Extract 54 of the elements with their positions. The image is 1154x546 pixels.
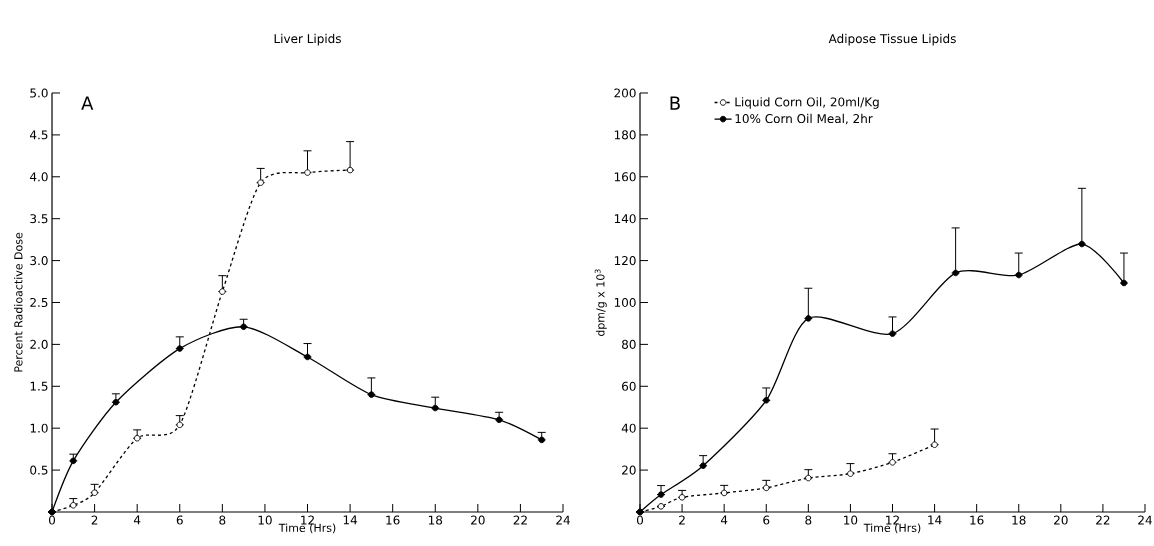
x-tick-label: 16	[386, 515, 400, 525]
legend-label: 10% Corn Oil Meal, 2hr	[735, 113, 873, 125]
x-tick-label: 4	[133, 515, 141, 525]
annotation: A	[81, 96, 94, 110]
x-tick-label: 4	[720, 515, 728, 525]
annotation: B	[670, 96, 680, 110]
x-tick-label: 20	[1054, 515, 1068, 525]
y-tick-label: 160	[614, 172, 636, 182]
x-tick-label: 12	[886, 515, 899, 525]
y-axis-title: Percent Radioactive Dose	[14, 232, 23, 372]
y-tick-label: 3.5	[30, 214, 48, 224]
x-tick-label: 24	[556, 515, 570, 525]
x-tick-label: 18	[428, 515, 443, 525]
x-tick-label: 22	[1096, 515, 1110, 525]
x-tick-label: 16	[970, 515, 984, 525]
legend-label: Liquid Corn Oil, 20ml/Kg	[735, 97, 879, 109]
x-tick-label: 2	[91, 515, 98, 525]
y-tick-label: 4.5	[29, 130, 48, 140]
x-tick-label: 8	[805, 515, 812, 525]
y-tick-label: 80	[622, 339, 636, 349]
y-tick-label: 2.5	[30, 297, 48, 308]
x-tick-label: 2	[679, 515, 685, 525]
x-tick-label: 18	[1012, 515, 1026, 525]
x-tick-label: 6	[763, 515, 770, 525]
x-tick-label: 20	[471, 515, 485, 525]
y-tick-label: 0.5	[30, 465, 48, 475]
y-tick-label: 100	[614, 297, 636, 308]
x-tick-label: 14	[928, 515, 942, 525]
x-tick-label: 10	[258, 515, 272, 525]
y-tick-label: 120	[614, 256, 636, 266]
x-tick-label: 0	[48, 515, 56, 525]
x-tick-label: 6	[176, 515, 183, 525]
x-tick-label: 14	[343, 515, 358, 525]
y-axis-title: dpm/g x 10$^{3}$	[594, 269, 607, 337]
y-tick-label: 2.0	[30, 339, 48, 349]
x-tick-label: 0	[636, 515, 644, 525]
y-tick-label: 40	[621, 423, 636, 433]
chart-title: Liver Lipids	[274, 33, 341, 46]
y-tick-label: 140	[614, 214, 636, 224]
x-tick-label: 12	[301, 515, 314, 525]
chart-title: Adipose Tissue Lipids	[828, 33, 956, 46]
y-tick-label: 20	[622, 465, 636, 475]
x-tick-label: 24	[1138, 515, 1152, 525]
y-tick-label: 1.0	[30, 423, 48, 433]
y-tick-label: 180	[614, 130, 636, 140]
y-tick-label: 5.0	[30, 88, 48, 98]
x-tick-label: 8	[219, 515, 226, 525]
y-tick-label: 4.0	[29, 172, 48, 182]
y-tick-label: 60	[622, 381, 636, 391]
x-tick-label: 22	[513, 515, 527, 525]
x-tick-label: 10	[844, 515, 858, 525]
y-tick-label: 1.5	[30, 381, 48, 391]
y-tick-label: 3.0	[30, 256, 48, 266]
y-tick-label: 200	[614, 88, 636, 98]
